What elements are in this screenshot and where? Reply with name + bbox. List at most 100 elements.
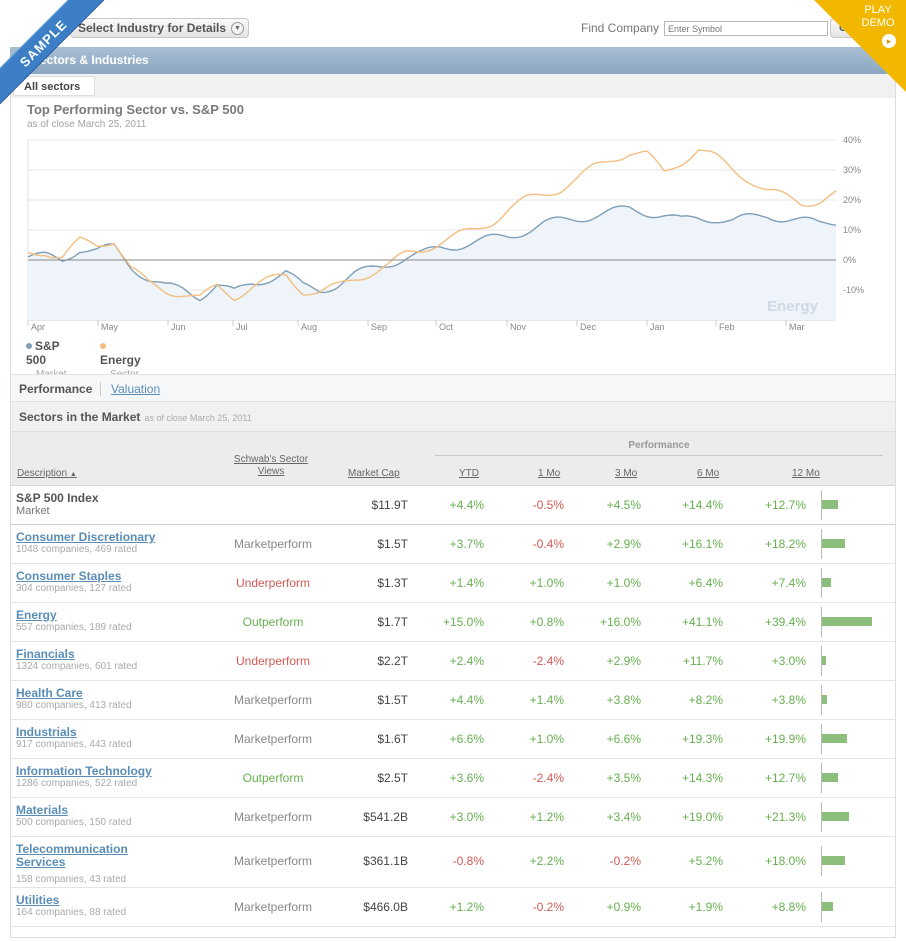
1mo-value: -2.4%: [532, 654, 564, 668]
sector-view: Marketperform: [233, 810, 313, 824]
table-row: Industrials 917 companies, 443 rated Marke…: [11, 720, 895, 759]
12mo-value: +12.7%: [764, 771, 806, 785]
sector-subtext: 1324 companies, 601 rated: [16, 661, 138, 672]
ytd-value: +4.4%: [449, 693, 484, 707]
1mo-value: +1.0%: [529, 576, 564, 590]
play-demo-corner[interactable]: PLAY DEMO ▸: [814, 0, 906, 92]
symbol-input[interactable]: [664, 21, 828, 36]
sectors-title-text: Sectors in the Market: [19, 410, 141, 424]
header-views[interactable]: Schwab's Sector Views: [233, 454, 309, 477]
market-cap-value: $541.2B: [363, 810, 408, 824]
12mo-value: +3.8%: [771, 693, 806, 707]
header-market-cap[interactable]: Market Cap: [348, 468, 400, 479]
12mo-value: +7.4%: [771, 576, 806, 590]
chart-subtitle: as of close March 25, 2011: [27, 119, 147, 130]
6mo-value: +16.1%: [681, 537, 723, 551]
table-row: Health Care 980 companies, 413 rated Marke…: [11, 681, 895, 720]
3mo-value: +2.9%: [606, 654, 641, 668]
sector-name-link[interactable]: Utilities: [16, 893, 60, 907]
tab-divider: [100, 382, 101, 396]
header-1mo[interactable]: 1 Mo: [538, 468, 561, 479]
sector-subtext: 164 companies, 88 rated: [16, 907, 127, 918]
sector-subtext: 500 companies, 150 rated: [16, 817, 132, 828]
play-demo-label-1: PLAY: [864, 4, 892, 16]
section-header: Sectors & Industries: [10, 47, 896, 74]
table-row: Energy 557 companies, 189 rated Outperform…: [11, 603, 895, 642]
market-cap-value: $466.0B: [363, 900, 408, 914]
header-ytd[interactable]: YTD: [459, 468, 479, 479]
bar-axis: [821, 846, 822, 876]
x-tick-label: Jul: [236, 322, 248, 332]
ytd-value: -0.8%: [452, 854, 484, 868]
12mo-value: +21.3%: [764, 810, 806, 824]
table-row: S&P 500 Index Market $11.9T +4.4% -0.5% +4.5%…: [11, 486, 895, 525]
play-icon[interactable]: ▸: [882, 34, 896, 48]
6mo-value: +8.2%: [688, 693, 723, 707]
table-row: Telecommunication Services 158 companies,…: [11, 837, 895, 888]
sector-name-link[interactable]: Industrials: [16, 725, 77, 739]
sectors-title: Sectors in the Market as of close March 2…: [19, 410, 252, 424]
table-row: Information Technology 1286 companies, 52…: [11, 759, 895, 798]
3mo-value: +6.6%: [606, 732, 641, 746]
6mo-value: +41.1%: [681, 615, 723, 629]
tab-performance[interactable]: Performance: [19, 382, 93, 396]
sector-name-link[interactable]: Financials: [16, 647, 75, 661]
top-toolbar: Select Industry for Details ▼ Find Compa…: [0, 0, 906, 46]
chart-title: Top Performing Sector vs. S&P 500: [27, 102, 244, 117]
sector-view: Marketperform: [233, 732, 313, 746]
sector-name-link[interactable]: Telecommunication Services: [16, 842, 128, 869]
sample-ribbon-label: SAMPLE: [0, 0, 113, 113]
tab-valuation[interactable]: Valuation: [111, 382, 161, 396]
header-3mo[interactable]: 3 Mo: [615, 468, 638, 479]
performance-group-label: Performance: [435, 440, 883, 456]
1mo-value: -0.5%: [532, 498, 564, 512]
market-cap-value: $361.1B: [363, 854, 408, 868]
12mo-bar: [822, 856, 845, 865]
3mo-value: +3.4%: [606, 810, 641, 824]
ytd-value: +3.0%: [449, 810, 484, 824]
sector-view: Underperform: [235, 654, 311, 668]
table-row: Consumer Staples 304 companies, 127 rated…: [11, 564, 895, 603]
sort-asc-icon: ▲: [69, 471, 77, 478]
12mo-value: +19.9%: [764, 732, 806, 746]
y-tick-label: 10%: [843, 225, 861, 235]
sector-name-link[interactable]: Materials: [16, 803, 69, 817]
view-tabs: Performance Valuation: [11, 374, 895, 402]
ytd-value: +2.4%: [449, 654, 484, 668]
sector-subtext: 1286 companies, 522 rated: [16, 778, 138, 789]
12mo-bar: [822, 656, 826, 665]
sector-name-link[interactable]: Information Technology: [16, 764, 152, 778]
legend-dot-icon: [26, 343, 32, 349]
sector-name-link: S&P 500 Index: [16, 491, 99, 505]
x-tick-label: Jan: [650, 322, 665, 332]
market-cap-value: $1.5T: [377, 537, 408, 551]
sector-subtext: 1048 companies, 469 rated: [16, 544, 138, 555]
header-description[interactable]: Description ▲: [17, 468, 77, 479]
sector-name-link[interactable]: Energy: [16, 608, 57, 622]
1mo-value: +0.8%: [529, 615, 564, 629]
sector-name-link[interactable]: Consumer Discretionary: [16, 530, 156, 544]
x-tick-label: Oct: [439, 322, 454, 332]
sp500-area: [28, 205, 836, 320]
bar-axis: [821, 607, 822, 637]
12mo-bar: [822, 773, 838, 782]
1mo-value: -0.2%: [532, 900, 564, 914]
industry-select[interactable]: Select Industry for Details ▼: [70, 18, 249, 38]
12mo-value: +12.7%: [764, 498, 806, 512]
ytd-value: +6.6%: [449, 732, 484, 746]
x-tick-label: Jun: [171, 322, 186, 332]
3mo-value: +3.5%: [606, 771, 641, 785]
series-line-energy: [27, 149, 837, 302]
header-12mo[interactable]: 12 Mo: [792, 468, 820, 479]
6mo-value: +6.4%: [688, 576, 723, 590]
market-cap-value: $11.9T: [371, 498, 408, 512]
breadcrumb-all-sectors[interactable]: All sectors: [13, 76, 96, 96]
1mo-value: +2.2%: [529, 854, 564, 868]
x-tick-label: Feb: [719, 322, 735, 332]
legend-name: S&P 500: [26, 339, 60, 367]
header-6mo[interactable]: 6 Mo: [697, 468, 720, 479]
sector-name-link[interactable]: Health Care: [16, 686, 83, 700]
sector-name-link[interactable]: Consumer Staples: [16, 569, 122, 583]
3mo-value: +2.9%: [606, 537, 641, 551]
sector-view: Outperform: [242, 771, 304, 785]
